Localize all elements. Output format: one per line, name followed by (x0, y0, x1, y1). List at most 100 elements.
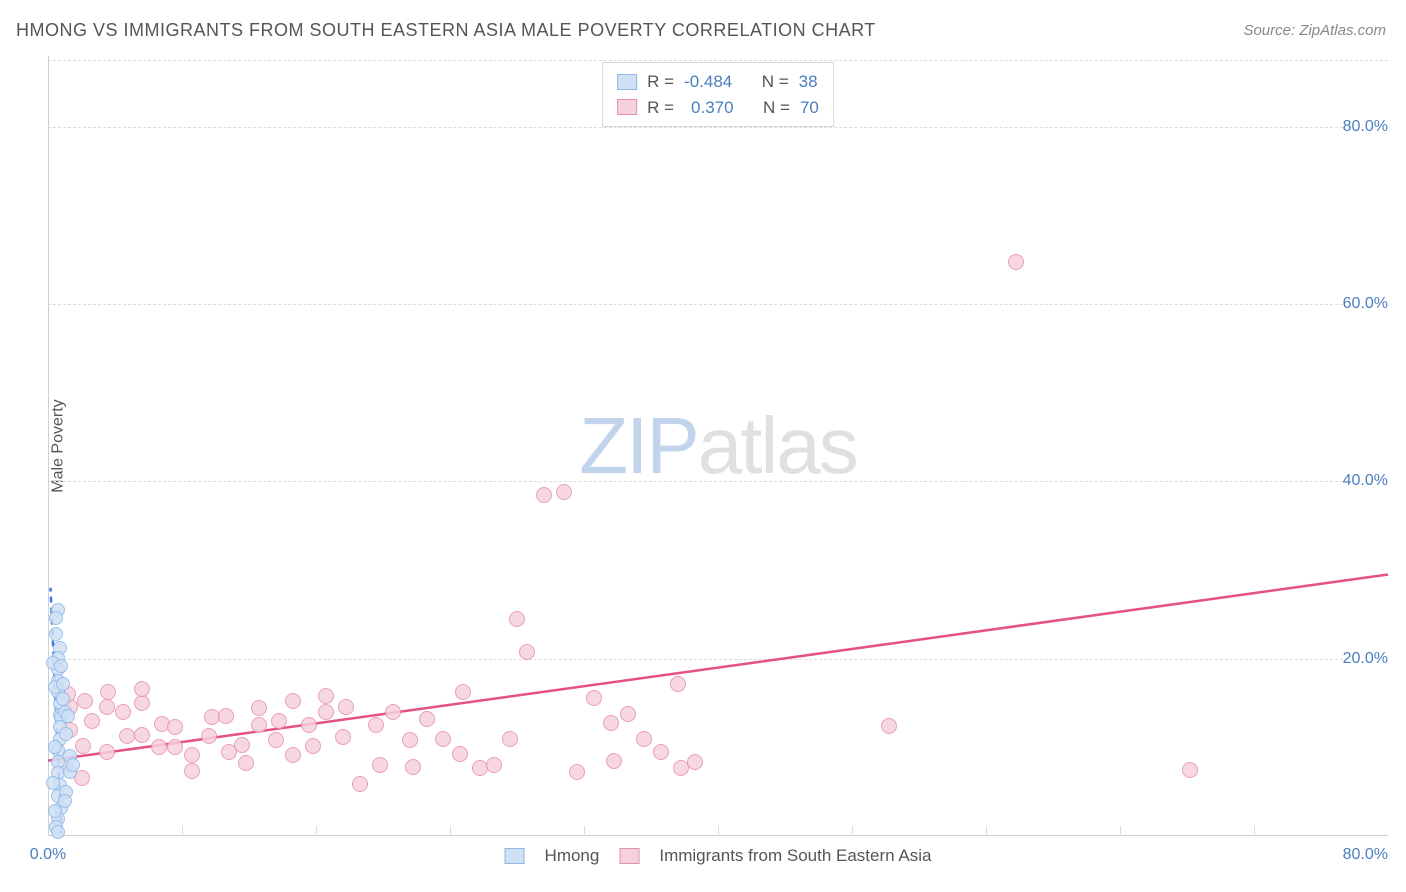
data-point (184, 763, 200, 779)
data-point (134, 681, 150, 697)
data-point (54, 659, 68, 673)
data-point (636, 731, 652, 747)
swatch-hmong-bottom (505, 848, 525, 864)
data-point (56, 692, 70, 706)
y-tick-label: 80.0% (1343, 118, 1390, 136)
data-point (536, 487, 552, 503)
swatch-hmong (617, 74, 637, 90)
data-point (670, 676, 686, 692)
y-tick-label: 40.0% (1343, 472, 1390, 490)
hmong-n: 38 (799, 69, 818, 95)
data-point (285, 747, 301, 763)
data-point (59, 727, 73, 741)
y-tick-label: 20.0% (1343, 650, 1390, 668)
data-point (134, 695, 150, 711)
data-point (556, 484, 572, 500)
sea-r: 0.370 (684, 95, 734, 121)
data-point (486, 757, 502, 773)
data-point (452, 746, 468, 762)
legend-row-hmong: R = -0.484 N = 38 (617, 69, 819, 95)
data-point (606, 753, 622, 769)
source-label: Source: ZipAtlas.com (1243, 22, 1386, 39)
swatch-sea (617, 99, 637, 115)
x-tick-mark (718, 826, 719, 836)
data-point (134, 727, 150, 743)
data-point (48, 804, 62, 818)
data-point (238, 755, 254, 771)
data-point (352, 776, 368, 792)
correlation-legend: R = -0.484 N = 38 R = 0.370 N = 70 (602, 62, 834, 127)
data-point (48, 740, 62, 754)
data-point (502, 731, 518, 747)
data-point (586, 690, 602, 706)
data-point (61, 709, 75, 723)
watermark-atlas: atlas (698, 401, 857, 490)
y-tick-label: 60.0% (1343, 295, 1390, 313)
x-tick-mark (182, 826, 183, 836)
x-tick-mark (986, 826, 987, 836)
x-tick-mark (584, 826, 585, 836)
data-point (49, 627, 63, 641)
data-point (620, 706, 636, 722)
plot-area: ZIPatlas 20.0% 40.0% 60.0% 80.0% R = -0.484… (48, 56, 1388, 836)
gridline (48, 60, 1388, 61)
data-point (151, 739, 167, 755)
data-point (201, 728, 217, 744)
data-point (99, 744, 115, 760)
x-tick-mark (1254, 826, 1255, 836)
x-tick-mark (852, 826, 853, 836)
data-point (58, 794, 72, 808)
data-point (419, 711, 435, 727)
data-point (509, 611, 525, 627)
gridline (48, 304, 1388, 305)
data-point (305, 738, 321, 754)
legend-label-sea: Immigrants from South Eastern Asia (659, 846, 931, 866)
data-point (318, 688, 334, 704)
watermark-zip: ZIP (579, 401, 697, 490)
swatch-sea-bottom (619, 848, 639, 864)
data-point (385, 704, 401, 720)
data-point (301, 717, 317, 733)
sea-n: 70 (800, 95, 819, 121)
data-point (405, 759, 421, 775)
data-point (1182, 762, 1198, 778)
data-point (167, 719, 183, 735)
data-point (402, 732, 418, 748)
data-point (46, 776, 60, 790)
x-tick-max: 80.0% (1343, 846, 1388, 864)
legend-label-hmong: Hmong (545, 846, 600, 866)
data-point (119, 728, 135, 744)
data-point (1008, 254, 1024, 270)
data-point (115, 704, 131, 720)
data-point (271, 713, 287, 729)
data-point (77, 693, 93, 709)
data-point (251, 717, 267, 733)
data-point (100, 684, 116, 700)
data-point (51, 825, 65, 839)
data-point (653, 744, 669, 760)
data-point (56, 677, 70, 691)
data-point (75, 738, 91, 754)
hmong-r: -0.484 (684, 69, 732, 95)
data-point (435, 731, 451, 747)
data-point (99, 699, 115, 715)
gridline (48, 127, 1388, 128)
data-point (268, 732, 284, 748)
gridline (48, 481, 1388, 482)
data-point (455, 684, 471, 700)
data-point (167, 739, 183, 755)
data-point (372, 757, 388, 773)
x-tick-min: 0.0% (30, 846, 66, 864)
data-point (66, 758, 80, 772)
data-point (285, 693, 301, 709)
x-tick-mark (450, 826, 451, 836)
watermark: ZIPatlas (579, 400, 856, 492)
trend-line (48, 575, 1388, 761)
gridline (48, 659, 1388, 660)
data-point (184, 747, 200, 763)
series-legend: Hmong Immigrants from South Eastern Asia (505, 846, 932, 866)
trend-lines (48, 56, 1388, 836)
data-point (368, 717, 384, 733)
data-point (335, 729, 351, 745)
data-point (84, 713, 100, 729)
